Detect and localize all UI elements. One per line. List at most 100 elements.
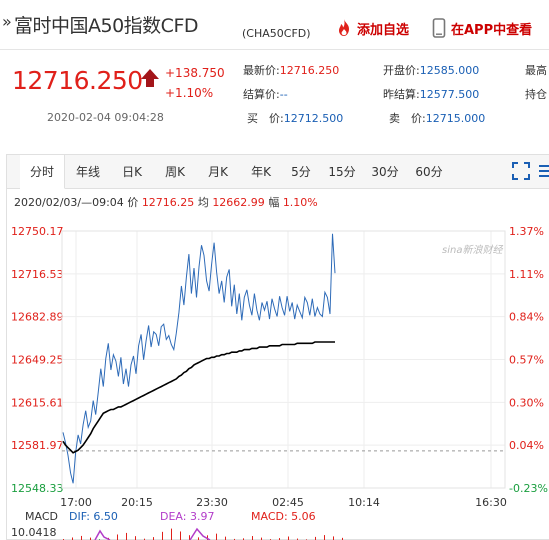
tab-5min[interactable]: 5分 xyxy=(291,165,311,179)
price-change-percent: +1.10% xyxy=(165,86,214,100)
x-tick-label: 16:30 xyxy=(475,496,507,509)
x-tick-label: 20:15 xyxy=(121,496,153,509)
current-price: 12716.250 xyxy=(12,66,143,95)
macd-bar xyxy=(126,532,127,540)
stat-label: 最高 xyxy=(525,64,547,77)
stat-value: 12577.500 xyxy=(419,88,480,101)
macd-bar xyxy=(180,531,181,540)
stat-label: 买 价: xyxy=(247,112,284,125)
macd-bar xyxy=(153,537,154,540)
x-tick-label: 02:45 xyxy=(272,496,304,509)
macd-bar xyxy=(279,538,280,540)
info-price-label: 价 xyxy=(127,196,139,209)
stat-label: 开盘价: xyxy=(383,64,420,77)
macd-bar xyxy=(135,536,136,540)
stat-label: 最新价: xyxy=(243,64,280,77)
open-in-app-button[interactable]: 在APP中查看 xyxy=(432,17,532,39)
stat-prev-settle: 昨结算:12577.500 xyxy=(383,86,479,102)
macd-bar xyxy=(171,528,172,540)
stat-open-interest: 持仓 xyxy=(525,86,547,102)
stat-settle: 结算价:-- xyxy=(243,86,288,102)
tab-weekly-k[interactable]: 周K xyxy=(165,165,185,179)
macd-label: MACD xyxy=(25,510,58,523)
x-tick-label: 17:00 xyxy=(60,496,92,509)
stat-latest: 最新价:12716.250 xyxy=(243,62,339,78)
macd-bar xyxy=(117,534,118,540)
macd-dea: DEA: 3.97 xyxy=(160,510,214,523)
menu-icon[interactable] xyxy=(539,162,549,180)
macd-bar xyxy=(324,535,325,540)
macd-bar xyxy=(144,538,145,540)
macd-bar xyxy=(90,537,91,540)
x-tick-label: 23:30 xyxy=(196,496,228,509)
macd-bar xyxy=(198,537,199,540)
tab-yearly-k[interactable]: 年K xyxy=(251,165,271,179)
tab-year-line[interactable]: 年线 xyxy=(75,165,100,179)
price-line xyxy=(62,233,336,484)
macd-bar xyxy=(261,537,262,540)
up-arrow-icon xyxy=(141,69,159,87)
y-tick-label-left: 12548.33 xyxy=(11,482,64,495)
macd-scale-label: 10.0418 xyxy=(11,526,57,539)
title-bar xyxy=(0,0,549,50)
macd-dif: DIF: 6.50 xyxy=(69,510,118,523)
macd-bar xyxy=(225,536,226,540)
macd-bar xyxy=(216,533,217,540)
macd-bar xyxy=(72,537,73,540)
phone-icon xyxy=(432,18,446,38)
stat-open: 开盘价:12585.000 xyxy=(383,62,479,78)
tab-timeshare[interactable]: 分时 xyxy=(20,155,65,189)
page-title: 富时中国A50指数CFD xyxy=(14,15,199,37)
quote-timestamp: 2020-02-04 09:04:28 xyxy=(47,111,164,124)
tab-60min[interactable]: 60分 xyxy=(415,165,443,179)
y-tick-label-left: 12750.17 xyxy=(11,225,64,238)
y-tick-label-right: 1.37% xyxy=(509,225,544,238)
x-tick-label: 10:14 xyxy=(348,496,380,509)
y-tick-label-left: 12581.97 xyxy=(11,439,64,452)
add-favorite-button[interactable]: 添加自选 xyxy=(334,17,409,39)
macd-value: MACD: 5.06 xyxy=(251,510,316,523)
stat-value: -- xyxy=(279,88,288,101)
info-avg-label: 均 xyxy=(197,196,209,209)
y-tick-label-left: 12682.89 xyxy=(11,311,64,324)
macd-dea-line xyxy=(189,527,211,540)
average-price-line xyxy=(62,341,335,454)
macd-bar xyxy=(315,536,316,540)
macd-bar xyxy=(207,535,208,540)
macd-bar xyxy=(189,535,190,540)
stat-value: 12715.000 xyxy=(425,112,486,125)
macd-bar xyxy=(297,538,298,540)
y-tick-label-right: 0.30% xyxy=(509,396,544,409)
title-marker: » xyxy=(2,12,12,31)
fullscreen-icon[interactable] xyxy=(512,162,530,180)
macd-dea-line xyxy=(94,529,111,540)
macd-bar xyxy=(162,531,163,540)
stat-value: 12712.500 xyxy=(283,112,344,125)
stat-value: 12716.250 xyxy=(279,64,340,77)
y-tick-label-right: 0.57% xyxy=(509,354,544,367)
stat-high: 最高 xyxy=(525,62,547,78)
stat-bid: 买 价:12712.500 xyxy=(247,110,343,126)
tab-daily-k[interactable]: 日K xyxy=(122,165,142,179)
tab-monthly-k[interactable]: 月K xyxy=(208,165,228,179)
y-tick-label-right: 1.11% xyxy=(509,268,544,281)
plot-border xyxy=(61,230,506,489)
stat-label: 卖 价: xyxy=(389,112,426,125)
stat-ask: 卖 价:12715.000 xyxy=(389,110,485,126)
macd-bar xyxy=(252,536,253,540)
stat-value: 12585.000 xyxy=(419,64,480,77)
y-tick-label-right: 0.04% xyxy=(509,439,544,452)
price-change: +138.750 xyxy=(165,66,225,80)
macd-bar xyxy=(333,536,334,540)
macd-bar xyxy=(288,536,289,540)
open-in-app-label: 在APP中查看 xyxy=(451,22,533,38)
tab-15min[interactable]: 15分 xyxy=(328,165,356,179)
macd-bar xyxy=(81,535,82,540)
info-range-label: 幅 xyxy=(268,196,280,209)
intraday-chart[interactable]: 12750.17 1.37% 12716.53 1.11% 12682.89 0.84% 1… xyxy=(0,200,549,540)
stat-label: 昨结算: xyxy=(383,88,420,101)
info-datetime: 2020/02/03/—09:04 xyxy=(14,196,124,209)
tab-30min[interactable]: 30分 xyxy=(371,165,399,179)
y-tick-label-left: 12615.61 xyxy=(11,396,64,409)
macd-bar xyxy=(342,537,343,540)
